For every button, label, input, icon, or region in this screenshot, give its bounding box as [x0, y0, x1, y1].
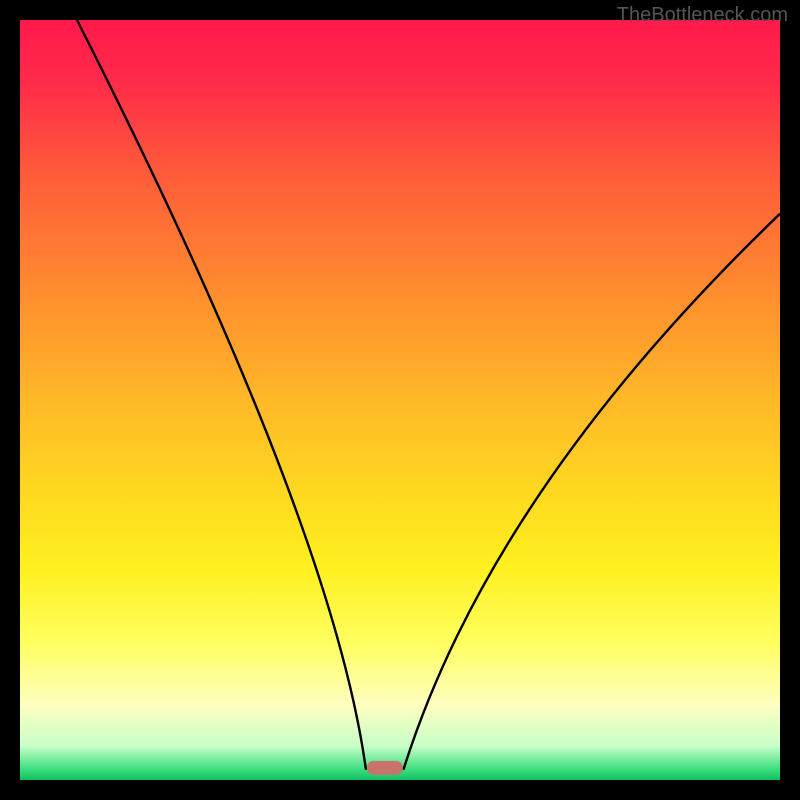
optimum-marker: [367, 761, 403, 775]
chart-stage: TheBottleneck.com: [0, 0, 800, 800]
curve-layer: [0, 0, 800, 800]
watermark-text: TheBottleneck.com: [617, 4, 788, 27]
bottleneck-curve: [77, 20, 780, 769]
